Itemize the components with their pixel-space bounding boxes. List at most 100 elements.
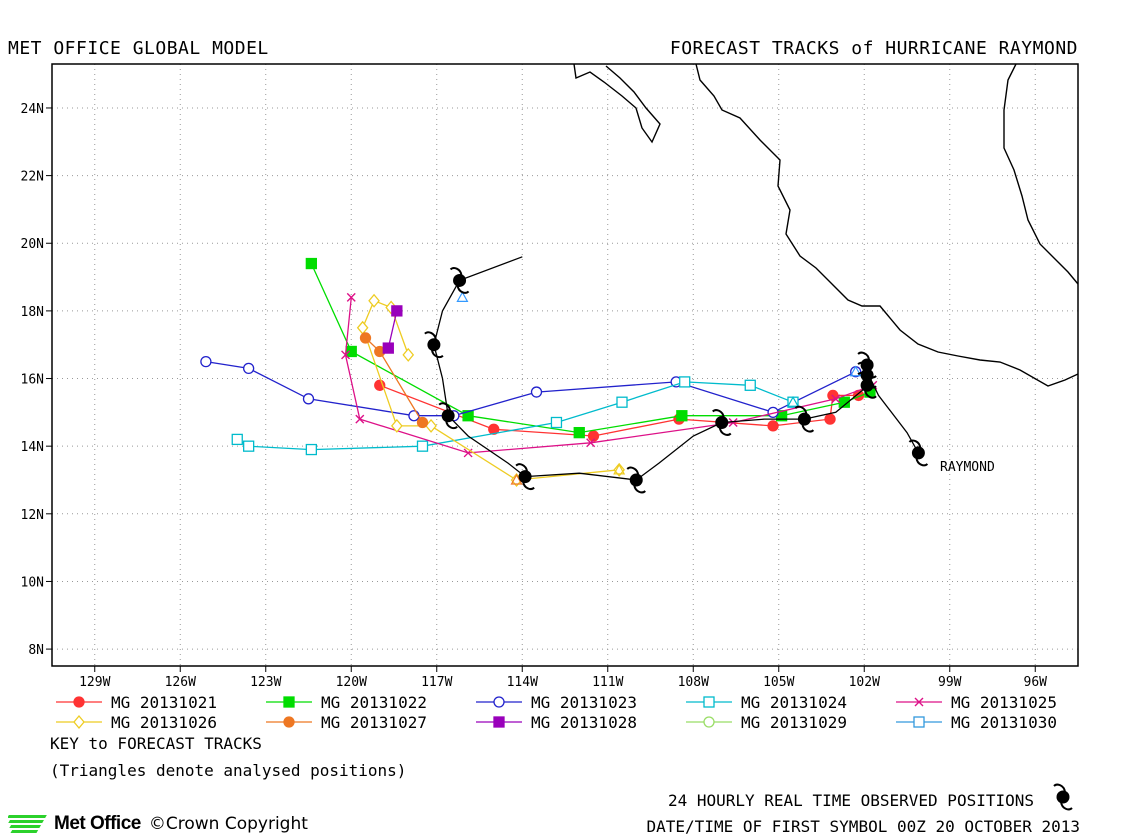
lon-tick-label: 105W: [763, 675, 794, 690]
forecast-track-point: [416, 416, 429, 429]
lat-tick-label: 24N: [21, 102, 44, 117]
legend: MG 20131021 MG 20131022 MG 20131023 MG 2013…: [56, 693, 1057, 732]
forecast-track-point: [391, 305, 403, 317]
lat-tick-label: 14N: [21, 440, 44, 455]
hurricane-symbol-icon: [515, 463, 535, 490]
legend-item: MG 20131028: [476, 713, 637, 732]
coastline-mexico-mainland: [695, 64, 1078, 387]
legend-marker: [73, 696, 85, 708]
forecast-track-point: [573, 426, 585, 439]
legend-item: MG 20131027: [266, 713, 427, 732]
hurricane-symbol-icon: [424, 331, 444, 359]
lat-tick-label: 20N: [21, 237, 44, 252]
lat-tick-label: 10N: [21, 575, 44, 590]
forecast-track-point: [616, 396, 628, 408]
analysed-position-triangle: [849, 365, 862, 377]
legend-marker: [283, 716, 295, 728]
lat-tick-label: 18N: [21, 305, 44, 320]
observed-key-symbol: [1053, 783, 1073, 811]
forecast-track-point: [242, 362, 255, 375]
analysed-position-triangle: [786, 395, 800, 407]
legend-label: MG 20131027: [321, 713, 427, 732]
legend-item: MG 20131029: [686, 713, 847, 732]
forecast-track-point: [824, 413, 836, 425]
hurricane-symbol-icon: [857, 371, 877, 399]
legend-item: MG 20131025: [896, 693, 1057, 712]
forecast-track-line: [362, 299, 620, 481]
observed-positions-note: 24 HOURLY REAL TIME OBSERVED POSITIONS: [667, 791, 1034, 810]
legend-item: MG 20131022: [266, 693, 427, 712]
lon-tick-label: 99W: [938, 675, 962, 690]
forecast-track-point: [767, 420, 779, 432]
legend-marker: [73, 714, 85, 730]
lon-tick-label: 120W: [336, 675, 367, 690]
forecast-track-point: [302, 393, 315, 405]
forecast-track-point: [382, 342, 394, 354]
legend-label: MG 20131022: [321, 693, 427, 712]
legend-label: MG 20131021: [111, 693, 217, 712]
legend-marker: [703, 716, 715, 728]
legend-label: MG 20131025: [951, 693, 1057, 712]
lon-tick-label: 114W: [507, 675, 538, 690]
hurricane-symbol-icon: [908, 439, 929, 467]
forecast-track-point: [242, 440, 255, 452]
observed-track: [424, 256, 929, 494]
legend-label: MG 20131028: [531, 713, 637, 732]
header-forecast-title: FORECAST TRACKS of HURRICANE RAYMOND: [669, 38, 1078, 59]
legend-marker: [913, 716, 925, 728]
forecast-track-point: [368, 293, 380, 308]
forecast-track-point: [346, 292, 356, 302]
header-model-title: MET OFFICE GLOBAL MODEL: [8, 38, 269, 59]
analysed-position-triangle: [510, 473, 523, 485]
lon-tick-label: 129W: [79, 675, 110, 690]
forecast-track-line: [310, 263, 871, 434]
analysed-positions: [456, 291, 862, 485]
hurricane-symbol-icon: [626, 466, 646, 494]
forecast-track-point: [744, 379, 756, 391]
forecast-track-point: [305, 257, 318, 270]
brand-name: Met Office: [54, 813, 141, 834]
legend-label: MG 20131023: [531, 693, 637, 712]
lat-tick-label: 12N: [21, 508, 44, 523]
storm-name-label: RAYMOND: [940, 460, 995, 475]
forecast-track-point: [416, 440, 429, 452]
hurricane-symbol-icon: [438, 402, 458, 430]
forecast-track-point: [550, 416, 563, 429]
forecast-track-point: [391, 418, 403, 433]
legend-marker: [493, 716, 505, 728]
met-office-logo-icon: [8, 815, 47, 833]
forecast-track-point: [679, 376, 691, 388]
forecast-track-point: [462, 410, 474, 422]
legend-marker: [493, 696, 505, 708]
axis-ticks: 129W 126W 123W 120W 117W 114W 111W 108W 105W 102W…: [21, 102, 1048, 690]
key-note: (Triangles denote analysed positions): [50, 761, 407, 780]
hurricane-symbol-icon: [794, 405, 815, 433]
forecast-track-point: [355, 414, 365, 424]
legend-label: MG 20131026: [111, 713, 217, 732]
forecast-track-point: [530, 386, 543, 398]
plot-frame: [51, 63, 1079, 667]
forecast-track-point: [231, 433, 243, 446]
lon-tick-label: 117W: [421, 675, 452, 690]
forecast-track-point: [831, 394, 841, 404]
forecast-track-point: [345, 345, 357, 358]
forecast-track-point: [587, 430, 600, 442]
observed-key-hurricane-icon: [1053, 783, 1073, 811]
legend-item: MG 20131023: [476, 693, 637, 712]
forecast-track-point: [676, 410, 688, 422]
analysed-position-triangle: [456, 291, 469, 302]
met-office-brand: Met Office ©Crown Copyright: [8, 813, 308, 835]
lon-tick-label: 126W: [165, 675, 196, 690]
legend-label: MG 20131029: [741, 713, 847, 732]
legend-item: MG 20131024: [686, 693, 847, 712]
forecast-track-point: [402, 347, 415, 362]
lon-tick-label: 96W: [1024, 675, 1048, 690]
forecast-track-point: [341, 350, 351, 360]
lon-tick-label: 111W: [592, 675, 623, 690]
coastline-baja: [573, 64, 661, 144]
legend-label: MG 20131030: [951, 713, 1057, 732]
legend-marker: [283, 696, 295, 708]
lat-tick-label: 8N: [28, 643, 44, 658]
hurricane-symbol-icon: [449, 267, 470, 294]
